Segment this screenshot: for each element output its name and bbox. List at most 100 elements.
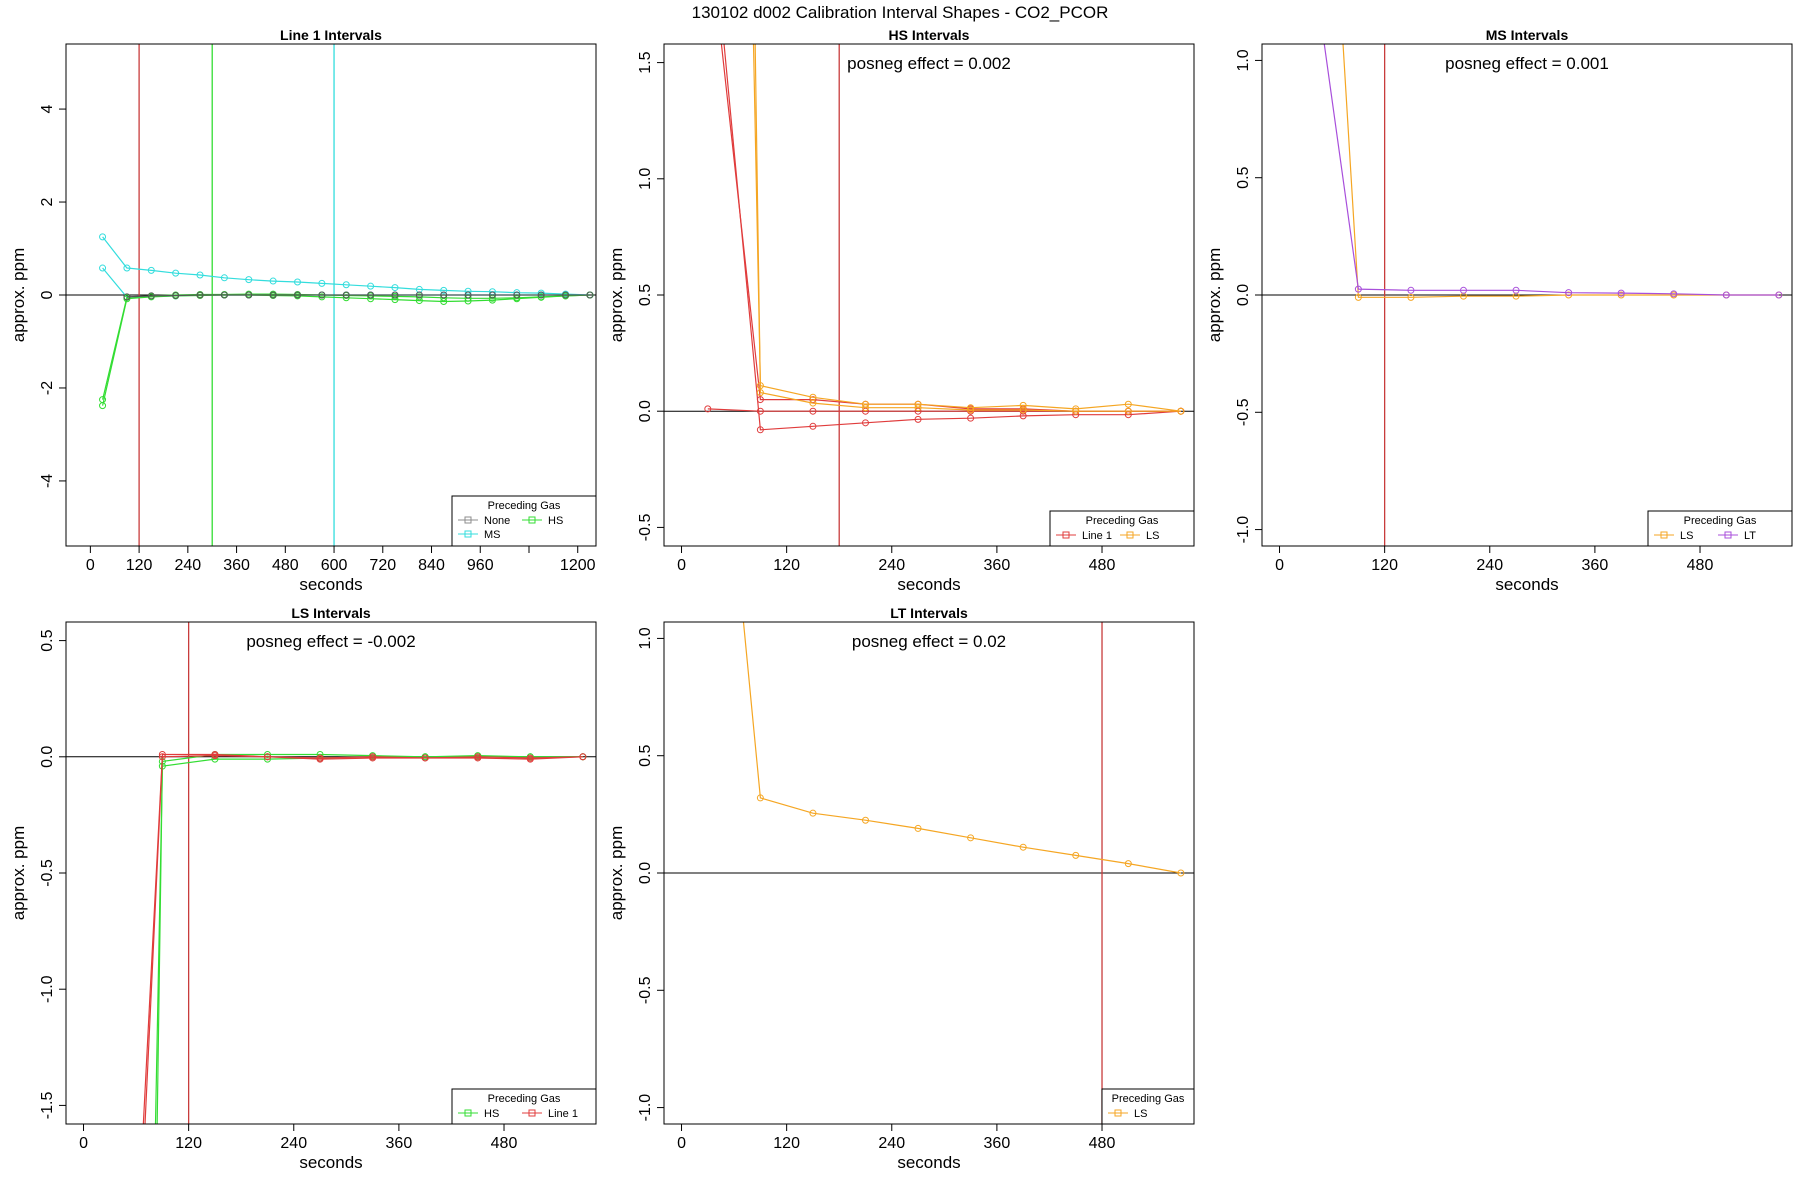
x-tick-label: 240 [174,557,201,574]
y-tick-label: -1.0 [39,975,56,1003]
x-tick-label: 120 [126,557,153,574]
data-point [513,291,521,299]
data-point [140,1126,146,1132]
y-tick-label: 0.0 [637,400,654,422]
legend-title: Preceding Gas [488,1093,561,1105]
y-tick-label: 1.5 [637,51,654,73]
y-tick-label: 0.5 [39,629,56,651]
plot-area [664,622,1194,1124]
legend: Preceding Gas LS LT [1647,510,1793,547]
data-point [1177,869,1185,877]
x-tick-label: 240 [280,1135,307,1152]
data-point [367,291,375,299]
data-point [1072,405,1080,413]
chart-panel-2: HS Intervals 0 120 240 360 480 -0.5 0.0 0.5 1.0 1.… [607,27,1195,594]
chart-panel-5: LT Intervals 0 120 240 360 480 -1.0 -0.5 0.0 0.5 1… [607,605,1195,1172]
y-tick-label: 1.0 [637,168,654,190]
legend-swatch-marker [1724,531,1732,539]
series-line-4 [752,44,1181,412]
y-tick-label: -1.0 [637,1094,654,1122]
legend: Preceding Gas Line 1 LS [1049,510,1195,547]
data-point [513,295,521,303]
y-tick-label: 0.5 [1235,166,1252,188]
x-tick-label: 0 [677,557,686,574]
chart-panel-3: MS Intervals 0 120 240 360 480 -1.0 -0.5 0.0 0.5 1… [1205,27,1793,594]
data-point [1354,293,1362,301]
x-tick-label: 960 [467,557,494,574]
data-point [123,295,131,303]
data-point [967,834,975,842]
data-point [369,754,377,762]
legend-title: Preceding Gas [488,500,561,512]
data-point [809,399,817,407]
data-point [1124,400,1132,408]
x-tick-label: 600 [321,557,348,574]
data-point [318,279,326,287]
data-point [537,291,545,299]
legend-title: Preceding Gas [1112,1093,1185,1105]
series-line-3 [723,44,1181,431]
series-line-2 [720,44,1181,412]
x-axis-label: seconds [299,575,362,594]
data-point [914,415,922,423]
series-line-1 [742,622,1182,874]
data-point [861,404,869,412]
x-tick-label: 480 [1089,557,1116,574]
data-point [263,755,271,763]
data-point [1340,34,1346,40]
data-point [756,407,764,415]
legend-swatch-marker [528,1109,536,1117]
data-point [440,291,448,299]
y-tick-label: 0 [39,290,56,299]
x-tick-label: 480 [272,557,299,574]
x-axis-label: seconds [897,1153,960,1172]
data-point [1670,290,1678,298]
data-point [861,419,869,427]
data-point [367,295,375,303]
legend-entry-label: HS [548,515,563,527]
plot-area [1262,34,1792,546]
data-point [756,389,764,397]
data-point [526,755,534,763]
x-tick-label: 360 [386,1135,413,1152]
data-point [1617,289,1625,297]
data-point [1177,407,1185,415]
x-tick-label: 0 [79,1135,88,1152]
data-point [172,291,180,299]
data-point [1512,286,1520,294]
data-point [474,754,482,762]
legend-entry-label: LT [1744,530,1756,542]
data-point [1320,34,1326,40]
data-point [147,292,155,300]
legend-entry-label: LS [1134,1108,1147,1120]
x-tick-label: 240 [878,1135,905,1152]
x-tick-label: 360 [1582,557,1609,574]
x-tick-label: 0 [86,557,95,574]
data-point [861,816,869,824]
data-point [1019,406,1027,414]
data-point [269,291,277,299]
y-tick-label: -1.5 [39,1092,56,1120]
y-tick-label: -0.5 [1235,398,1252,426]
data-point [263,750,271,758]
data-point [318,293,326,301]
data-point [147,266,155,274]
legend-swatch-marker [1126,531,1134,539]
data-point [809,407,817,415]
y-tick-label: 1.0 [637,627,654,649]
series-line-5 [126,294,590,298]
y-axis-label: approx. ppm [9,248,28,343]
x-tick-label: 120 [773,557,800,574]
series-line-4 [144,754,583,1124]
x-tick-label: 120 [773,1135,800,1152]
x-tick-label: 840 [418,557,445,574]
x-axis-label: seconds [897,575,960,594]
figure-title: 130102 d002 Calibration Interval Shapes … [692,3,1109,22]
panel-title: Line 1 Intervals [280,27,382,43]
data-point [756,794,764,802]
legend-box [451,1088,597,1125]
data-point [750,36,756,42]
data-point [367,282,375,290]
y-tick-label: 0.5 [637,744,654,766]
